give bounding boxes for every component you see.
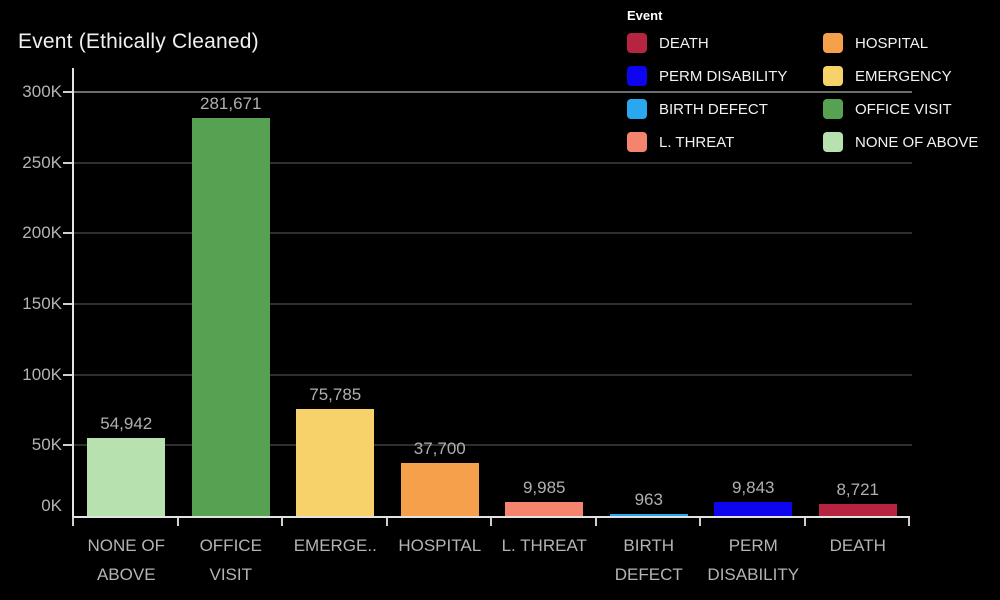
x-axis-label: L. THREAT	[501, 536, 587, 555]
legend: Event DEATH PERM DISABILITY BIRTH DEFECT	[627, 8, 999, 152]
legend-item-none-of-above[interactable]: NONE OF ABOVE	[823, 132, 978, 152]
gridline-250K	[74, 161, 912, 164]
y-axis-tick	[63, 303, 73, 305]
y-axis-tick	[63, 232, 73, 235]
bar-value-label: 9,843	[731, 478, 775, 498]
legend-title: Event	[627, 8, 663, 23]
bar-hospital[interactable]	[400, 462, 479, 516]
legend-swatch-emergency	[823, 66, 843, 86]
y-axis-tick	[63, 161, 73, 164]
y-axis-label: 0K	[41, 496, 62, 515]
gridline-300K	[74, 91, 912, 93]
legend-swatch-perm-disability	[627, 66, 647, 86]
y-axis-label: 200K	[22, 223, 62, 243]
x-axis-tick	[176, 518, 179, 526]
bar-none-of-above[interactable]	[87, 438, 166, 516]
bar-value-label: 75,785	[309, 384, 362, 404]
legend-label: HOSPITAL	[855, 34, 929, 52]
x-axis-tick	[281, 518, 283, 526]
legend-column-2: HOSPITAL EMERGENCY OFFICE VISIT NONE OF …	[823, 33, 978, 152]
y-axis-label: 150K	[22, 294, 62, 313]
legend-label: NONE OF ABOVE	[855, 133, 979, 151]
legend-item-birth-defect[interactable]: BIRTH DEFECT	[627, 99, 823, 119]
legend-item-death[interactable]: DEATH	[627, 33, 823, 53]
y-axis-label: 100K	[22, 364, 62, 384]
gridline-200K	[74, 232, 912, 235]
x-axis-line	[72, 516, 910, 518]
x-axis-tick	[699, 518, 701, 526]
legend-label: EMERGENCY	[855, 67, 952, 85]
bar-value-label: 9,985	[522, 477, 566, 497]
x-axis-tick	[490, 518, 492, 526]
x-axis-tick	[72, 518, 74, 526]
legend-label: OFFICE VISIT	[855, 100, 952, 118]
legend-swatch-death	[627, 33, 647, 53]
bar-death[interactable]	[818, 503, 897, 516]
bar-value-label: 281,671	[200, 93, 262, 113]
gridline-50K	[74, 444, 912, 447]
legend-swatch-none-of-above	[823, 132, 843, 152]
gridline-100K	[74, 373, 912, 376]
y-axis-tick	[63, 444, 73, 447]
x-axis-label: PERM DISABILITY	[707, 536, 800, 584]
legend-label: DEATH	[659, 34, 709, 52]
x-axis-tick	[803, 518, 806, 526]
x-axis-label: BIRTH DEFECT	[614, 536, 683, 584]
gridline-150K	[74, 303, 912, 305]
bar-value-label: 54,942	[100, 414, 153, 434]
legend-label: L. THREAT	[659, 133, 735, 151]
y-axis-tick	[63, 91, 73, 93]
legend-columns: DEATH PERM DISABILITY BIRTH DEFECT L. TH…	[627, 33, 999, 152]
legend-swatch-birth-defect	[627, 99, 647, 119]
y-axis-label: 250K	[22, 152, 62, 172]
bar-office-visit[interactable]	[191, 117, 270, 516]
x-axis-label: DEATH	[829, 536, 886, 555]
x-axis-label: NONE OF ABOVE	[87, 536, 165, 584]
legend-item-perm-disability[interactable]: PERM DISABILITY	[627, 66, 823, 86]
y-axis-line	[72, 68, 74, 518]
x-axis-label: OFFICE VISIT	[199, 536, 262, 584]
x-axis-label: HOSPITAL	[398, 536, 482, 555]
bar-emergency[interactable]	[296, 408, 375, 516]
x-axis-tick	[385, 518, 388, 526]
legend-item-hospital[interactable]: HOSPITAL	[823, 33, 978, 53]
x-axis-label: EMERGE..	[293, 536, 377, 555]
legend-swatch-hospital	[823, 33, 843, 53]
legend-swatch-office-visit	[823, 99, 843, 119]
bar-l-threat[interactable]	[505, 501, 584, 516]
bar-birth-defect[interactable]	[609, 514, 688, 516]
legend-label: PERM DISABILITY	[659, 67, 788, 85]
chart-title: Event (Ethically Cleaned)	[18, 30, 259, 53]
bar-value-label: 963	[634, 490, 663, 509]
bar-value-label: 8,721	[836, 479, 880, 499]
legend-label: BIRTH DEFECT	[659, 100, 768, 118]
bar-perm-disability[interactable]	[714, 502, 793, 516]
x-axis-tick	[594, 518, 597, 526]
legend-swatch-l-threat	[627, 132, 647, 152]
y-axis-tick	[63, 373, 73, 376]
legend-column-1: DEATH PERM DISABILITY BIRTH DEFECT L. TH…	[627, 33, 823, 152]
bar-value-label: 37,700	[413, 438, 466, 458]
x-axis-tick	[908, 518, 910, 526]
legend-item-office-visit[interactable]: OFFICE VISIT	[823, 99, 978, 119]
legend-item-l-threat[interactable]: L. THREAT	[627, 132, 823, 152]
legend-item-emergency[interactable]: EMERGENCY	[823, 66, 978, 86]
y-axis-label: 50K	[31, 435, 62, 455]
y-axis-label: 300K	[22, 82, 62, 101]
